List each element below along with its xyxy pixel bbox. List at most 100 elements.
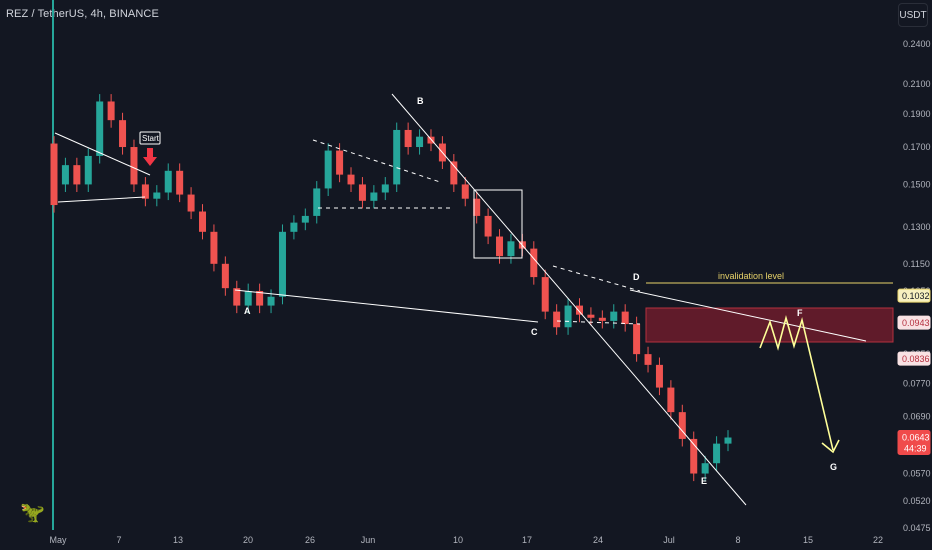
candle-body <box>301 215 309 223</box>
time-tick-label: 10 <box>453 535 463 545</box>
candle-body <box>164 170 172 193</box>
candle-body <box>221 263 229 289</box>
candle-body <box>701 463 709 474</box>
candle-body <box>553 311 561 328</box>
candle-body <box>187 194 195 212</box>
wave-label-f: F <box>797 308 803 318</box>
candle-body <box>278 231 286 297</box>
dashed-upper-triangle <box>552 265 641 292</box>
price-badge-zone-top <box>897 315 931 330</box>
time-tick-label: Jun <box>361 535 376 545</box>
candle-body <box>644 354 652 365</box>
wave-label-e: E <box>701 476 707 486</box>
price-tick-label: 0.0690 <box>903 411 931 421</box>
consolidation-box <box>473 189 523 259</box>
dashed-upper-flag <box>312 139 441 183</box>
price-badge-invalidation <box>897 288 931 303</box>
projection-arrowhead-icon <box>821 439 840 454</box>
candle-body <box>530 248 538 278</box>
candle-body <box>473 198 481 216</box>
candle-body <box>667 387 675 413</box>
candle-body <box>564 305 572 328</box>
candle-body <box>324 150 332 189</box>
candle-body <box>370 192 378 201</box>
start-callout-box <box>139 131 161 145</box>
candle-body <box>176 170 184 195</box>
candle-body <box>153 192 161 199</box>
price-tick-label: 0.1900 <box>903 109 931 119</box>
price-tick-label: 0.1150 <box>903 259 930 269</box>
time-tick-label: 22 <box>873 535 883 545</box>
candle-body <box>313 188 321 216</box>
candle-body <box>256 290 264 306</box>
price-badge-value: 0.1032 <box>902 291 930 301</box>
price-badge-current <box>897 430 931 456</box>
time-tick-label: 24 <box>593 535 603 545</box>
time-tick-label: 26 <box>305 535 315 545</box>
currency-selector-button[interactable]: USDT <box>898 3 928 27</box>
candle-body <box>610 311 618 321</box>
candle-body <box>50 143 58 206</box>
trendline-b-e <box>391 93 747 506</box>
invalidation-text: invalidation level <box>718 271 784 281</box>
trendline-d-f <box>629 289 867 342</box>
candle-body <box>84 155 92 185</box>
candle-body <box>633 324 641 355</box>
dashed-lower-triangle <box>556 320 641 325</box>
tradingview-logo-icon[interactable]: 🦖 <box>20 502 45 524</box>
price-tick-label: 0.2400 <box>903 39 931 49</box>
start-arrow-icon <box>143 148 157 166</box>
time-tick-label: 20 <box>243 535 253 545</box>
candle-body <box>461 184 469 199</box>
candle-body <box>119 120 127 148</box>
price-tick-label: 0.0770 <box>903 379 931 389</box>
candle-body <box>724 437 732 444</box>
trendline-a-c <box>234 289 539 323</box>
candle-body <box>233 288 241 306</box>
candle-body <box>541 277 549 312</box>
price-tick-label: 0.0570 <box>903 469 931 479</box>
time-axis: May 7 13 20 26 Jun 10 17 24 Jul 8 15 22 <box>49 535 883 545</box>
candle-body <box>358 184 366 201</box>
start-callout-label: Start <box>142 134 160 143</box>
candle-body <box>244 290 252 306</box>
candle-body <box>484 215 492 237</box>
candle-body <box>655 364 663 388</box>
candle-body <box>381 184 389 193</box>
candle-body <box>427 136 435 144</box>
time-tick-label: Jul <box>663 535 675 545</box>
candle-body <box>404 129 412 148</box>
time-tick-label: 13 <box>173 535 183 545</box>
candle-body <box>336 150 344 175</box>
price-badge-value: 0.0643 <box>902 433 930 443</box>
price-tick-label: 0.1300 <box>903 222 931 232</box>
candle-body <box>678 412 686 439</box>
candle-body <box>450 161 458 185</box>
price-tick-label: 0.0520 <box>903 496 931 506</box>
candle-body <box>96 101 104 156</box>
candle-body <box>713 443 721 464</box>
candle-body <box>416 136 424 148</box>
candle-body <box>73 165 81 185</box>
price-badge-zone-bottom <box>897 351 931 366</box>
candle-body <box>621 311 629 325</box>
price-tick-label: 0.1500 <box>903 179 931 189</box>
candle-body <box>507 241 515 257</box>
chart-title: REZ / TetherUS, 4h, BINANCE <box>6 8 159 20</box>
candle-body <box>107 101 115 121</box>
candles <box>50 94 732 482</box>
candle-body <box>210 231 218 264</box>
time-tick-label: 15 <box>803 535 813 545</box>
time-tick-label: 7 <box>116 535 121 545</box>
trendline-upper-start <box>54 132 151 176</box>
price-badge-value: 0.0943 <box>902 318 930 328</box>
candle-body <box>267 296 275 306</box>
candle-body <box>393 129 401 185</box>
candle-body <box>130 147 138 185</box>
trend-lines <box>54 93 867 506</box>
wave-label-g: G <box>830 462 837 472</box>
candle-body <box>575 305 583 315</box>
candle-body <box>587 314 595 318</box>
